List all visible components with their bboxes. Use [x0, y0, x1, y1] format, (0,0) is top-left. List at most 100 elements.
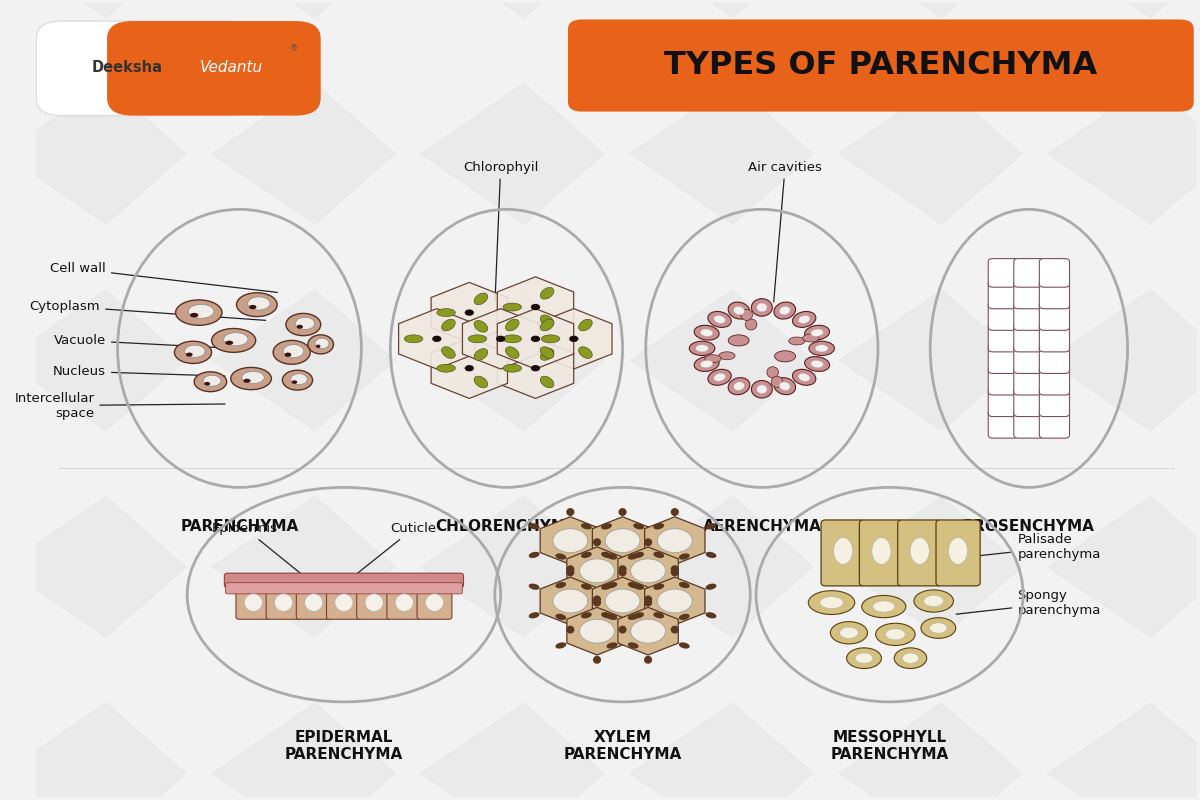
- Polygon shape: [1046, 495, 1200, 638]
- Ellipse shape: [876, 623, 916, 646]
- Ellipse shape: [733, 306, 744, 315]
- Text: Epidermis: Epidermis: [212, 522, 307, 578]
- Polygon shape: [210, 82, 396, 226]
- FancyBboxPatch shape: [1039, 345, 1069, 374]
- Ellipse shape: [606, 642, 617, 649]
- Ellipse shape: [581, 523, 592, 530]
- Polygon shape: [210, 0, 396, 18]
- FancyBboxPatch shape: [296, 582, 331, 619]
- Ellipse shape: [601, 583, 612, 590]
- Text: MESSOPHYLL
PARENCHYMA: MESSOPHYLL PARENCHYMA: [830, 730, 949, 762]
- Ellipse shape: [618, 508, 626, 516]
- Ellipse shape: [505, 319, 520, 331]
- Ellipse shape: [593, 595, 601, 603]
- Polygon shape: [431, 282, 508, 342]
- FancyBboxPatch shape: [859, 520, 904, 586]
- Ellipse shape: [728, 378, 750, 394]
- Polygon shape: [629, 702, 814, 800]
- Ellipse shape: [872, 601, 895, 612]
- Polygon shape: [629, 0, 814, 18]
- Ellipse shape: [186, 353, 193, 357]
- FancyBboxPatch shape: [386, 582, 421, 619]
- Ellipse shape: [658, 529, 692, 553]
- FancyBboxPatch shape: [36, 21, 250, 115]
- Ellipse shape: [902, 653, 918, 663]
- Ellipse shape: [305, 594, 323, 611]
- Ellipse shape: [634, 523, 644, 530]
- Text: Cuticle: Cuticle: [358, 522, 437, 573]
- Polygon shape: [838, 289, 1024, 432]
- Ellipse shape: [593, 538, 601, 546]
- Polygon shape: [497, 309, 574, 369]
- Ellipse shape: [529, 612, 540, 618]
- Ellipse shape: [628, 582, 638, 588]
- Ellipse shape: [464, 310, 474, 316]
- Ellipse shape: [174, 342, 211, 363]
- Ellipse shape: [920, 618, 955, 638]
- Ellipse shape: [242, 371, 264, 383]
- FancyBboxPatch shape: [418, 582, 452, 619]
- Text: Cytoplasm: Cytoplasm: [30, 300, 265, 320]
- FancyBboxPatch shape: [568, 19, 1194, 112]
- Ellipse shape: [772, 376, 782, 387]
- Ellipse shape: [788, 337, 805, 345]
- Polygon shape: [838, 0, 1024, 18]
- Ellipse shape: [275, 594, 293, 611]
- Ellipse shape: [474, 321, 487, 332]
- Ellipse shape: [540, 319, 554, 331]
- Polygon shape: [838, 495, 1024, 638]
- Ellipse shape: [540, 287, 554, 299]
- Ellipse shape: [335, 594, 353, 611]
- Ellipse shape: [203, 375, 221, 386]
- Ellipse shape: [529, 523, 540, 530]
- Text: CHLORENCHYMA: CHLORENCHYMA: [436, 519, 578, 534]
- Ellipse shape: [779, 306, 790, 315]
- Polygon shape: [1046, 0, 1200, 18]
- Ellipse shape: [286, 314, 320, 336]
- Ellipse shape: [284, 353, 292, 357]
- Ellipse shape: [296, 325, 302, 329]
- Ellipse shape: [805, 357, 829, 371]
- Ellipse shape: [593, 598, 601, 606]
- Ellipse shape: [815, 345, 828, 352]
- Ellipse shape: [553, 529, 588, 553]
- Ellipse shape: [540, 315, 554, 326]
- Text: Cell wall: Cell wall: [50, 262, 277, 293]
- Polygon shape: [462, 309, 539, 369]
- Ellipse shape: [314, 338, 329, 349]
- Ellipse shape: [190, 313, 198, 318]
- Ellipse shape: [236, 293, 277, 317]
- Ellipse shape: [529, 552, 540, 558]
- Ellipse shape: [283, 345, 304, 358]
- Ellipse shape: [468, 335, 487, 342]
- Ellipse shape: [581, 552, 592, 558]
- FancyBboxPatch shape: [989, 388, 1019, 417]
- Polygon shape: [419, 495, 605, 638]
- Ellipse shape: [948, 538, 967, 564]
- Polygon shape: [1, 82, 187, 226]
- Text: TYPES OF PARENCHYMA: TYPES OF PARENCHYMA: [665, 50, 1098, 81]
- Ellipse shape: [601, 612, 612, 618]
- FancyBboxPatch shape: [989, 280, 1019, 309]
- Ellipse shape: [774, 378, 796, 394]
- Ellipse shape: [751, 298, 773, 316]
- Polygon shape: [1, 289, 187, 432]
- Polygon shape: [838, 702, 1024, 800]
- Ellipse shape: [679, 582, 690, 588]
- FancyBboxPatch shape: [936, 520, 980, 586]
- Ellipse shape: [556, 642, 566, 649]
- Ellipse shape: [644, 538, 652, 546]
- Ellipse shape: [679, 554, 690, 560]
- Ellipse shape: [474, 376, 487, 388]
- Text: Nucleus: Nucleus: [53, 365, 226, 378]
- Ellipse shape: [653, 612, 664, 618]
- Ellipse shape: [606, 554, 617, 560]
- Ellipse shape: [767, 366, 779, 378]
- Ellipse shape: [404, 335, 422, 342]
- Ellipse shape: [834, 538, 853, 564]
- Ellipse shape: [185, 345, 205, 358]
- Ellipse shape: [578, 319, 593, 331]
- Ellipse shape: [437, 309, 455, 317]
- Ellipse shape: [556, 614, 566, 620]
- Ellipse shape: [308, 335, 334, 354]
